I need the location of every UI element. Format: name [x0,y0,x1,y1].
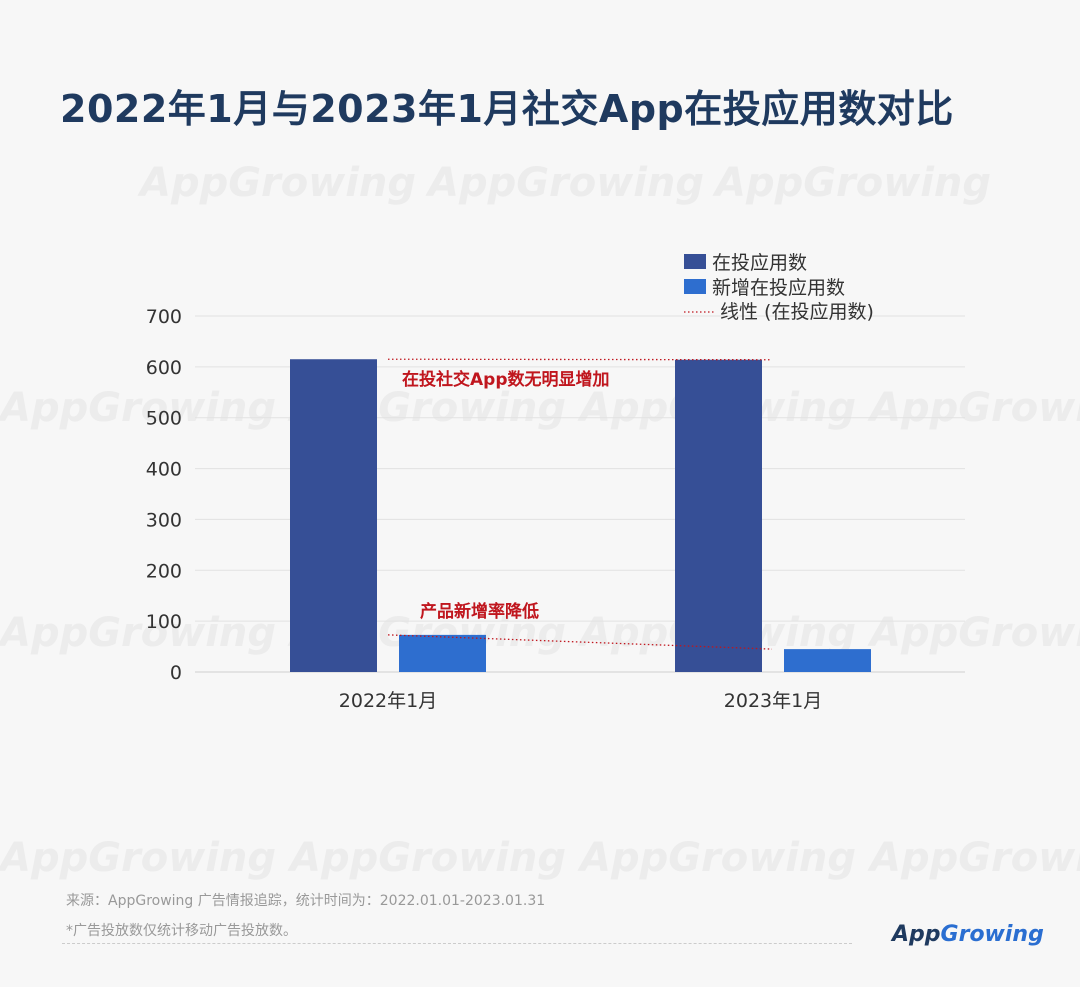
bar-new-apps-1 [399,634,486,672]
x-axis-categories: 2022年1月 2023年1月 [339,690,822,712]
legend-label: 新增在投应用数 [712,277,845,299]
annotation-label: 在投社交App数无明显增加 [402,369,610,390]
legend-swatch [684,279,706,294]
y-tick-label: 700 [146,306,182,328]
y-tick-label: 100 [146,611,182,633]
x-category-label: 2022年1月 [339,690,437,712]
y-tick-label: 200 [146,560,182,582]
y-tick-label: 600 [146,357,182,379]
trend-line-new-apps [387,634,773,650]
y-tick-label: 500 [146,408,182,430]
logo-part-growing: Growing [940,922,1044,947]
bar-active-apps-2 [675,359,762,672]
y-tick-label: 300 [146,509,182,531]
footer-divider [62,943,852,944]
bar-new-apps-2 [784,649,871,672]
y-axis-ticks: 700 600 500 400 300 200 100 0 [146,306,182,684]
bars [290,359,871,672]
y-tick-label: 400 [146,459,182,481]
x-category-label: 2023年1月 [724,690,822,712]
bar-active-apps-1 [290,359,377,672]
legend-swatch [684,254,706,269]
trend-lines [387,358,773,650]
footer-note: *广告投放数仅统计移动广告投放数。 [66,923,297,939]
y-tick-label: 0 [170,662,182,684]
appgrowing-logo: AppGrowing [892,922,1044,947]
legend-label: 在投应用数 [712,252,807,274]
legend-label: 线性 (在投应用数) [720,301,874,323]
footer-source: 来源：AppGrowing 广告情报追踪，统计时间为：2022.01.01-20… [66,893,546,909]
trend-line-active-apps [387,358,773,361]
annotation-label: 产品新增率降低 [420,601,539,622]
logo-part-app: App [892,922,941,947]
page-title: 2022年1月与2023年1月社交App在投应用数对比 [60,87,954,131]
